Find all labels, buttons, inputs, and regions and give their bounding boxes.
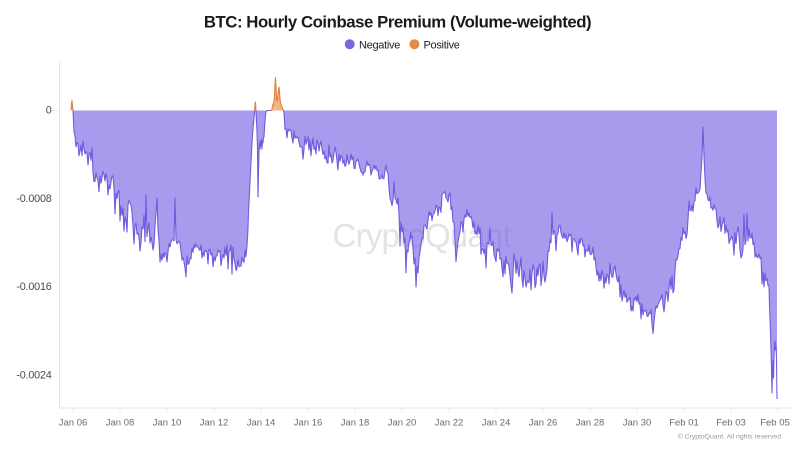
svg-text:-0.0008: -0.0008 xyxy=(16,193,51,205)
svg-text:Jan 06: Jan 06 xyxy=(59,417,88,428)
svg-text:Jan 22: Jan 22 xyxy=(435,417,464,428)
svg-text:Jan 26: Jan 26 xyxy=(529,417,558,428)
svg-text:Feb 03: Feb 03 xyxy=(716,417,746,428)
svg-text:Jan 28: Jan 28 xyxy=(576,417,605,428)
svg-text:Feb 01: Feb 01 xyxy=(669,417,699,428)
svg-text:Negative: Negative xyxy=(359,40,400,52)
svg-text:Jan 20: Jan 20 xyxy=(388,417,417,428)
svg-text:-0.0024: -0.0024 xyxy=(16,369,51,381)
svg-text:Jan 24: Jan 24 xyxy=(482,417,511,428)
svg-text:BTC: Hourly Coinbase Premium (: BTC: Hourly Coinbase Premium (Volume-wei… xyxy=(204,13,591,32)
svg-text:Jan 14: Jan 14 xyxy=(247,417,276,428)
svg-text:© CryptoQuant. All rights rese: © CryptoQuant. All rights reserved xyxy=(678,433,781,441)
svg-text:Jan 30: Jan 30 xyxy=(623,417,652,428)
svg-text:-0.0016: -0.0016 xyxy=(16,281,51,293)
svg-text:Feb 05: Feb 05 xyxy=(760,417,790,428)
svg-text:Jan 18: Jan 18 xyxy=(341,417,370,428)
svg-text:0: 0 xyxy=(46,105,52,117)
svg-text:Jan 12: Jan 12 xyxy=(200,417,229,428)
svg-text:Jan 08: Jan 08 xyxy=(106,417,135,428)
svg-text:Jan 16: Jan 16 xyxy=(294,417,323,428)
svg-text:Positive: Positive xyxy=(424,40,460,52)
svg-text:Jan 10: Jan 10 xyxy=(153,417,182,428)
